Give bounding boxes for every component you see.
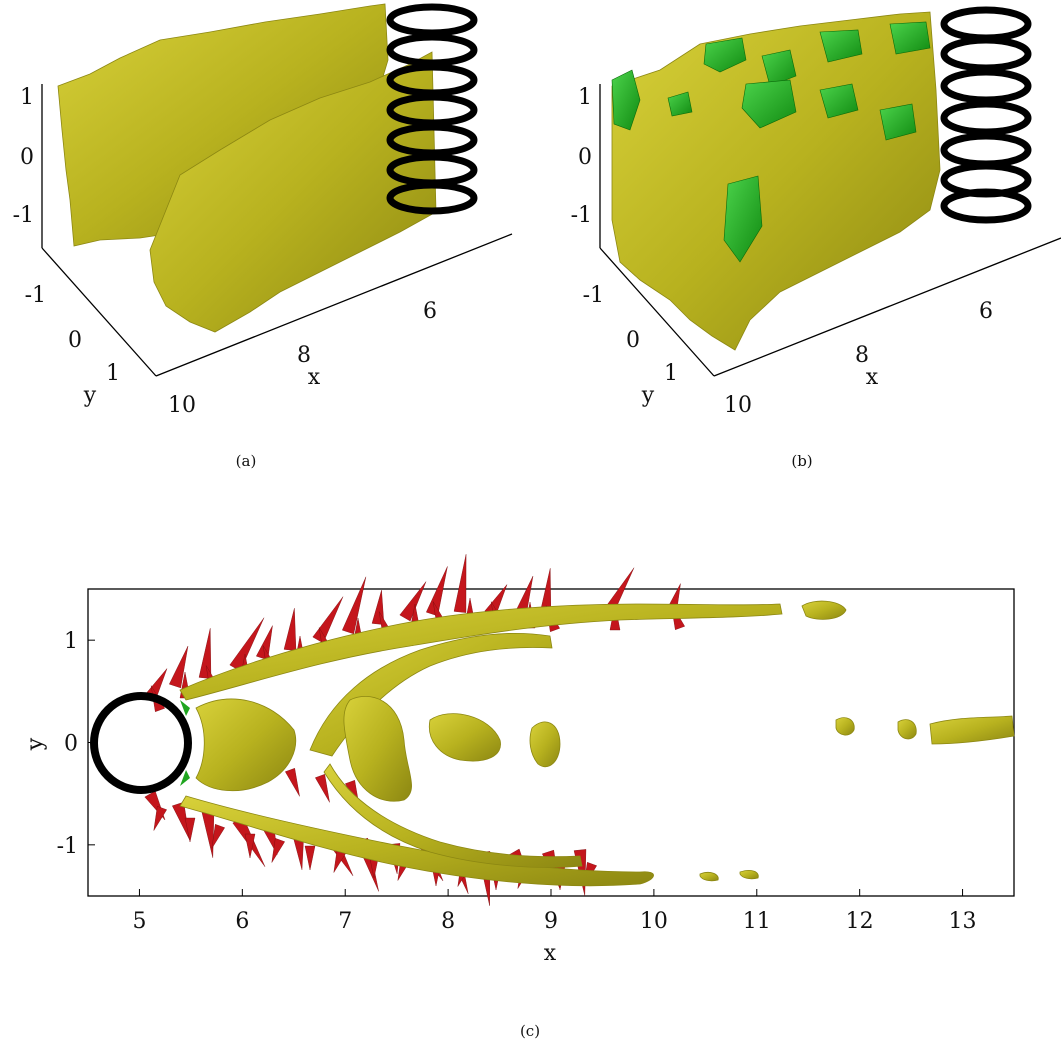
panel-c-y-tick-label: 0 xyxy=(64,732,78,757)
panel-c-arrow xyxy=(426,566,448,617)
panel-b-y-tick-m1: -1 xyxy=(583,283,604,308)
panel-b-x-tick-8: 8 xyxy=(855,343,869,368)
panel-c-isosurfaces xyxy=(179,600,1015,887)
panel-b-negative-patches xyxy=(611,21,931,263)
panel-c-y-tick-label: 1 xyxy=(64,629,78,654)
panel-a-y-tick-0: 0 xyxy=(68,328,82,353)
panel-c-arrow xyxy=(453,554,467,613)
panel-c-x-tick-label: 10 xyxy=(640,909,668,934)
panel-c-arrow xyxy=(283,608,297,651)
panel-c-arrow xyxy=(198,628,212,679)
panel-c-arrow xyxy=(399,581,427,622)
panel-c-x-tick-label: 13 xyxy=(949,909,977,934)
panel-a-y-label: y xyxy=(83,383,97,408)
panel-c-arrow xyxy=(211,824,225,849)
panel-b-y-tick-1: 1 xyxy=(664,361,678,386)
panel-c-x-tick-label: 6 xyxy=(235,909,249,934)
panel-c-arrow xyxy=(256,625,273,661)
panel-c-arrow xyxy=(285,768,300,797)
panel-c-x-tick-label: 5 xyxy=(132,909,146,934)
panel-b-x-tick-6: 6 xyxy=(979,299,993,324)
panel-b-z-tick-0: 0 xyxy=(578,145,592,170)
panel-b-cylinder xyxy=(940,6,1032,224)
panel-c-arrow xyxy=(271,838,285,863)
panel-b-x-label: x xyxy=(866,365,879,390)
panel-b-caption: (b) xyxy=(791,452,812,470)
panel-c-x-tick-label: 8 xyxy=(441,909,455,934)
panel-c-y-tick-label: -1 xyxy=(57,834,78,859)
panel-a-x-tick-6: 6 xyxy=(423,299,437,324)
panel-a-x-tick-8: 8 xyxy=(297,343,311,368)
panel-b-x-tick-10: 10 xyxy=(724,393,752,418)
panel-c-x-ticks: 5 6 7 8 9 10 11 12 13 xyxy=(132,889,977,934)
panel-c-arrow xyxy=(184,817,196,843)
panel-b: 1 0 -1 -1 0 1 y 10 8 6 x (b) xyxy=(571,6,1061,470)
panel-c-x-tick-label: 12 xyxy=(846,909,874,934)
panel-b-z-tick-1: 1 xyxy=(578,85,592,110)
panel-b-isosurface xyxy=(611,11,941,351)
panel-a: 1 0 -1 -1 0 1 y 10 8 6 x (a) xyxy=(13,3,513,470)
panel-a-cylinder xyxy=(386,3,478,215)
panel-a-x-tick-10: 10 xyxy=(168,393,196,418)
panel-a-z-tick-1: 1 xyxy=(20,85,34,110)
panel-c-arrow xyxy=(153,806,167,831)
panel-c-arrow xyxy=(244,833,256,859)
panel-c-x-tick-label: 9 xyxy=(544,909,558,934)
panel-b-z-tick-m1: -1 xyxy=(571,203,592,228)
panel-a-z-tick-0: 0 xyxy=(20,145,34,170)
panel-c-arrow xyxy=(169,645,189,689)
panel-c-arrow xyxy=(315,774,330,803)
panel-c-x-tick-label: 11 xyxy=(743,909,771,934)
panel-c-arrow xyxy=(342,576,367,635)
panel-b-y-label: y xyxy=(641,383,655,408)
panel-c-x-tick-label: 7 xyxy=(338,909,352,934)
panel-c-arrow xyxy=(304,845,316,871)
panel-c: 5 6 7 8 9 10 11 12 13 10-1 x y (c) xyxy=(23,554,1015,1040)
panel-a-y-tick-1: 1 xyxy=(106,361,120,386)
panel-c-x-label: x xyxy=(544,941,557,966)
panel-c-negative-surface xyxy=(180,700,190,786)
panel-a-y-tick-m1: -1 xyxy=(25,283,46,308)
panel-a-caption: (a) xyxy=(236,452,257,470)
panel-a-isosurface-front xyxy=(149,51,437,333)
panel-b-y-tick-0: 0 xyxy=(626,328,640,353)
panel-c-y-label: y xyxy=(23,737,48,751)
panel-c-y-ticks: 1 0 -1 xyxy=(57,629,95,859)
panel-c-caption: (c) xyxy=(520,1022,540,1040)
panel-a-z-tick-m1: -1 xyxy=(13,203,34,228)
panel-c-arrow xyxy=(229,617,265,672)
panel-a-x-label: x xyxy=(308,365,321,390)
